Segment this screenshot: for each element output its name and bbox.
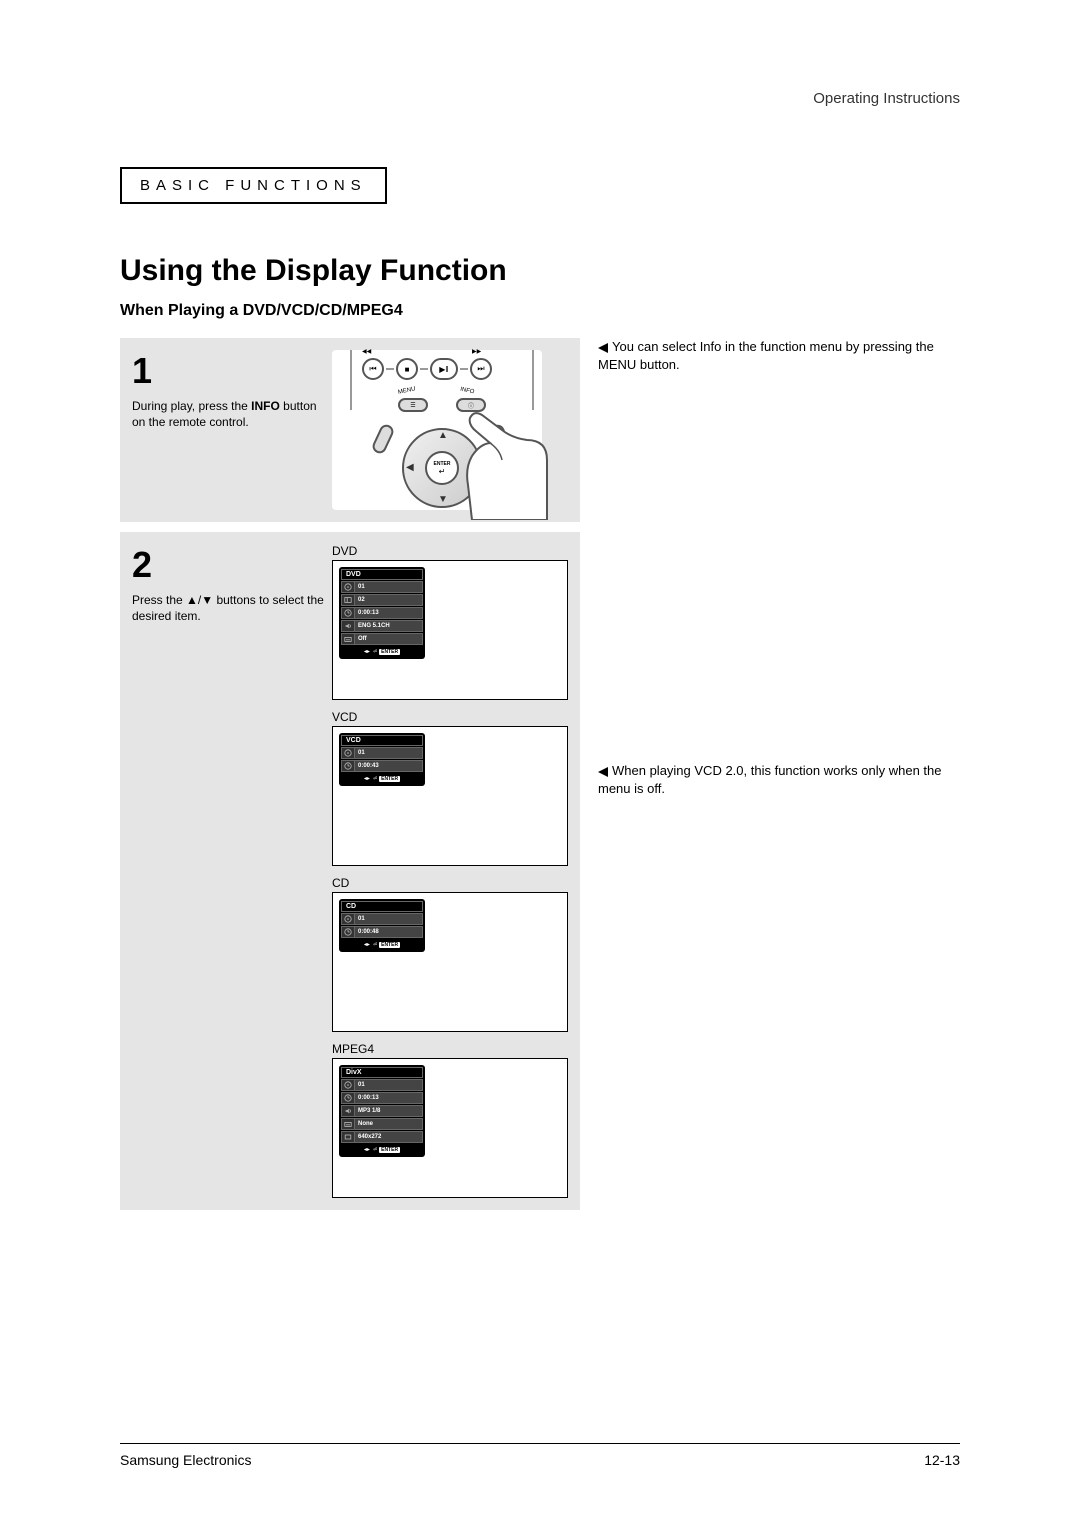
dvd-osd: DVD01020:00:13ENG 5.1CHOff ◂▸ ⏎ENTER xyxy=(339,567,425,659)
step1-note: You can select Info in the function menu… xyxy=(598,338,960,522)
step1-number: 1 xyxy=(132,350,332,392)
header-right: Operating Instructions xyxy=(120,90,960,107)
mpeg4-osd: DivX010:00:13MP3 1/8None640x272 ◂▸ ⏎ENTE… xyxy=(339,1065,425,1157)
cd-display-box: CD010:00:48 ◂▸ ⏎ENTER xyxy=(332,892,568,1032)
step2-note: When playing VCD 2.0, this function work… xyxy=(598,762,960,1210)
step2-row: 2 Press the ▲/▼ buttons to select the de… xyxy=(120,532,960,1210)
step1-text: During play, press the INFO button on th… xyxy=(132,398,332,430)
page-footer: Samsung Electronics 12-13 xyxy=(120,1443,960,1468)
step1-panel: 1 During play, press the INFO button on … xyxy=(120,338,580,522)
vcd-label: VCD xyxy=(332,710,568,724)
vcd-osd: VCD010:00:43 ◂▸ ⏎ENTER xyxy=(339,733,425,786)
section-label-box: BASIC FUNCTIONS xyxy=(120,167,387,204)
dvd-label: DVD xyxy=(332,544,568,558)
footer-right: 12-13 xyxy=(924,1452,960,1468)
step1-row: 1 During play, press the INFO button on … xyxy=(120,338,960,522)
step2-text: Press the ▲/▼ buttons to select the desi… xyxy=(132,592,332,624)
page-subtitle: When Playing a DVD/VCD/CD/MPEG4 xyxy=(120,302,960,320)
cd-label: CD xyxy=(332,876,568,890)
mpeg4-display-box: DivX010:00:13MP3 1/8None640x272 ◂▸ ⏎ENTE… xyxy=(332,1058,568,1198)
step2-panel: 2 Press the ▲/▼ buttons to select the de… xyxy=(120,532,580,1210)
cd-osd: CD010:00:48 ◂▸ ⏎ENTER xyxy=(339,899,425,952)
footer-left: Samsung Electronics xyxy=(120,1452,252,1468)
remote-illustration: ⏮ ■ ▶ǁ ⏭ ◀◀ ▶▶ ☰ MENU ⓘ INFO ▲ xyxy=(332,350,542,510)
step2-number: 2 xyxy=(132,544,332,586)
vcd-display-box: VCD010:00:43 ◂▸ ⏎ENTER xyxy=(332,726,568,866)
note-arrow-icon xyxy=(598,343,608,353)
note-arrow-icon xyxy=(598,767,608,777)
dvd-display-box: DVD01020:00:13ENG 5.1CHOff ◂▸ ⏎ENTER xyxy=(332,560,568,700)
hand-illustration xyxy=(432,410,552,520)
menu-button: ☰ xyxy=(398,398,428,412)
page-title: Using the Display Function xyxy=(120,254,960,288)
mpeg4-label: MPEG4 xyxy=(332,1042,568,1056)
